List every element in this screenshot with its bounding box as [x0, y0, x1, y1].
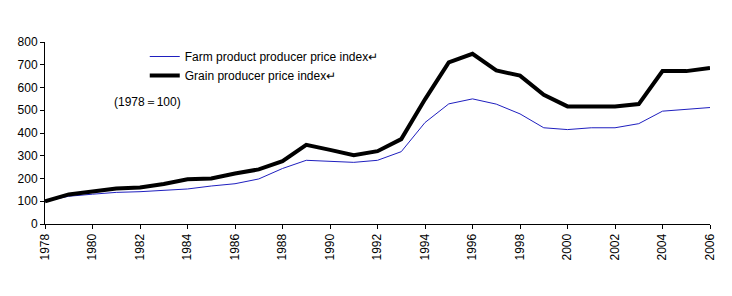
svg-text:2002: 2002 — [608, 233, 622, 260]
svg-text:Grain producer price index↵: Grain producer price index↵ — [185, 69, 336, 83]
svg-text:400: 400 — [18, 126, 38, 140]
svg-text:Farm product producer price in: Farm product producer price index↵ — [185, 50, 378, 64]
svg-text:1996: 1996 — [465, 233, 479, 260]
svg-text:0: 0 — [31, 217, 38, 231]
svg-text:1982: 1982 — [133, 233, 147, 260]
svg-text:600: 600 — [18, 81, 38, 95]
svg-text:300: 300 — [18, 149, 38, 163]
svg-text:1986: 1986 — [228, 233, 242, 260]
svg-text:1994: 1994 — [418, 233, 432, 260]
svg-text:100: 100 — [18, 194, 38, 208]
svg-text:1978: 1978 — [38, 233, 52, 260]
svg-text:200: 200 — [18, 172, 38, 186]
svg-text:1990: 1990 — [323, 233, 337, 260]
svg-text:700: 700 — [18, 58, 38, 72]
svg-text:1992: 1992 — [370, 233, 384, 260]
svg-text:2006: 2006 — [703, 233, 717, 260]
svg-text:1998: 1998 — [513, 233, 527, 260]
svg-text:2004: 2004 — [655, 233, 669, 260]
svg-text:800: 800 — [18, 35, 38, 49]
svg-text:(1978＝100): (1978＝100) — [114, 95, 181, 109]
svg-text:1980: 1980 — [85, 233, 99, 260]
svg-text:1988: 1988 — [275, 233, 289, 260]
svg-text:500: 500 — [18, 103, 38, 117]
svg-text:1984: 1984 — [180, 233, 194, 260]
svg-text:2000: 2000 — [560, 233, 574, 260]
